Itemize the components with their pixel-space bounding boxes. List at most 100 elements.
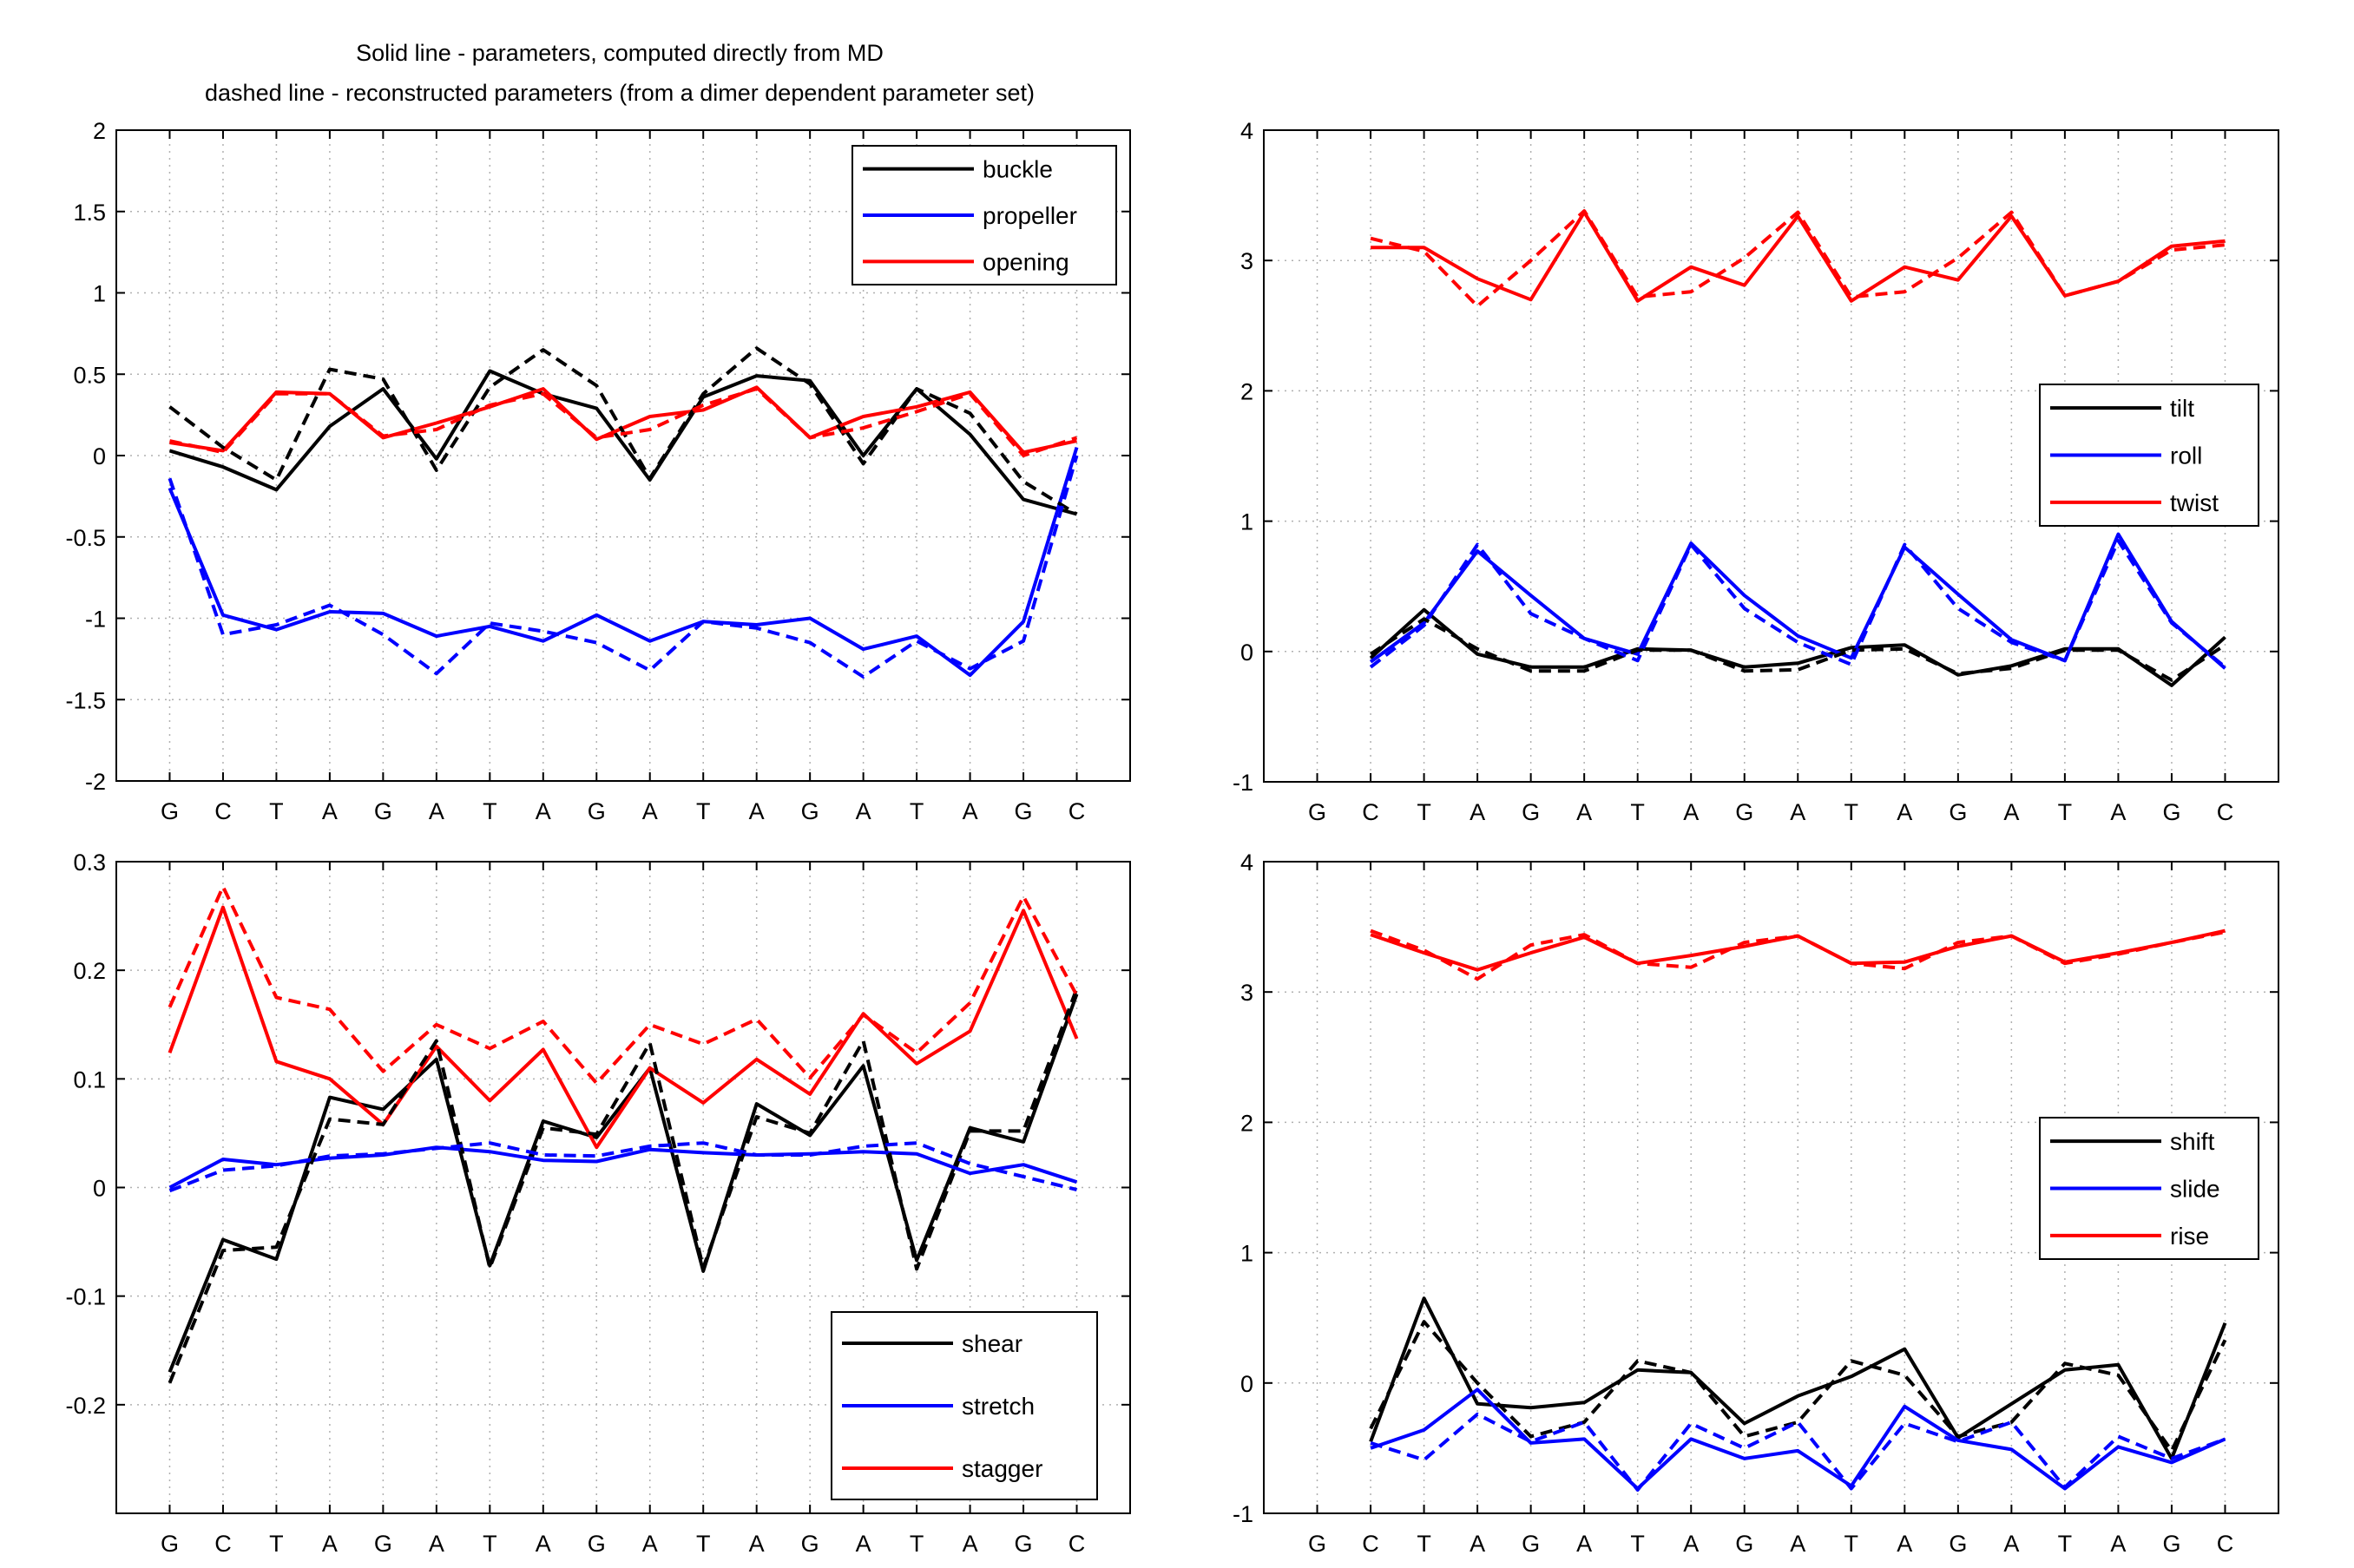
x-tick-label: G — [161, 1531, 179, 1557]
x-tick-label: C — [2217, 799, 2234, 825]
x-tick-label: C — [1069, 1531, 1086, 1557]
x-tick-label: T — [1417, 799, 1431, 825]
x-tick-label: A — [1683, 1531, 1699, 1557]
x-tick-label: A — [1576, 799, 1592, 825]
y-tick-label: 0.3 — [73, 850, 106, 876]
x-tick-label: T — [269, 1531, 284, 1557]
y-tick-label: 3 — [1240, 980, 1253, 1006]
x-tick-label: A — [749, 798, 765, 824]
x-tick-label: C — [1069, 798, 1086, 824]
legend-label-roll: roll — [2170, 443, 2202, 469]
series-line-slide — [1370, 1388, 2226, 1491]
y-tick-label: 1.5 — [73, 200, 106, 226]
series-line-reconstructed-4 — [1369, 539, 2226, 669]
x-tick-label: A — [429, 1531, 444, 1557]
y-tick-label: 0 — [93, 1176, 106, 1202]
x-tick-label: G — [1522, 799, 1540, 825]
x-tick-label: A — [429, 798, 444, 824]
x-tick-label: C — [214, 1531, 232, 1557]
y-tick-label: 0 — [1240, 640, 1253, 666]
panel-step-angles: G C T A G A T A G A T A G A T A G C -1 0 1 2 3 4 tilt roll twist — [1233, 118, 2279, 825]
legend-label-slide: slide — [2170, 1176, 2220, 1203]
y-tick-label: -1 — [1233, 1501, 1253, 1527]
x-tick-label: G — [588, 798, 606, 824]
x-tick-label: G — [588, 1531, 606, 1557]
x-tick-label: A — [1790, 799, 1805, 825]
legend-label-opening: opening — [983, 248, 1069, 275]
x-tick-label: A — [1790, 1531, 1805, 1557]
x-tick-label: G — [161, 798, 179, 824]
series-line-reconstructed-3 — [1370, 617, 2226, 682]
x-tick-label: A — [1683, 799, 1699, 825]
series-line-shear — [168, 994, 1079, 1374]
x-tick-label: C — [1362, 1531, 1379, 1557]
series-line-reconstructed-3 — [1369, 1320, 2227, 1453]
y-tick-label: -2 — [85, 769, 106, 795]
x-tick-label: A — [749, 1531, 765, 1557]
legend-label-stretch: stretch — [962, 1393, 1035, 1420]
legend-label-shear: shear — [962, 1330, 1022, 1357]
panel-base-pair-translations: G C T A G A T A G A T A G A T A G C -0.2 -0.1 0 0.1 0.2 0.3 shea… — [65, 850, 1131, 1557]
x-tick-label: A — [322, 798, 338, 824]
x-tick-label: A — [322, 1531, 338, 1557]
x-tick-label: T — [2058, 799, 2073, 825]
figure-title-line-2: dashed line - reconstructed parameters (… — [205, 80, 1035, 106]
x-tick-label: G — [1308, 1531, 1326, 1557]
x-tick-label: C — [214, 798, 232, 824]
y-tick-label: -1 — [1233, 770, 1253, 796]
x-tick-label: T — [483, 798, 497, 824]
x-tick-label: G — [374, 1531, 392, 1557]
series-line-reconstructed-4 — [168, 455, 1079, 679]
y-tick-label: 3 — [1240, 248, 1253, 274]
x-tick-label: A — [536, 1531, 551, 1557]
legend: buckle propeller opening — [852, 145, 1117, 285]
x-tick-label: A — [2003, 1531, 2019, 1557]
plot-frame — [1263, 129, 2279, 783]
legend-label-rise: rise — [2170, 1223, 2209, 1250]
x-tick-label: T — [1417, 1531, 1431, 1557]
plot-frame — [1263, 861, 2279, 1514]
x-tick-label: G — [2162, 1531, 2180, 1557]
series-line-reconstructed-4 — [168, 1141, 1077, 1193]
x-tick-label: A — [963, 1531, 978, 1557]
x-tick-label: A — [856, 1531, 871, 1557]
y-tick-label: -0.1 — [65, 1284, 106, 1310]
x-tick-label: C — [2217, 1531, 2234, 1557]
series-group — [1369, 928, 2227, 1492]
x-tick-label: G — [1735, 799, 1753, 825]
x-tick-label: T — [269, 798, 284, 824]
panel-base-pair-angles: G C T A G A T A G A T A G A T A G C -2 -1.5 -1 -0.5 0 0.5 1 1.5 2 b… — [65, 118, 1131, 824]
series-line-reconstructed-3 — [168, 987, 1079, 1384]
legend-label-stagger: stagger — [962, 1455, 1042, 1482]
legend: shift slide rise — [2039, 1117, 2259, 1260]
series-line-twist — [1371, 210, 2226, 303]
y-tick-label: 0 — [93, 443, 106, 469]
y-tick-label: -1 — [85, 607, 106, 633]
legend-label-twist: twist — [2170, 489, 2219, 516]
y-tick-label: 0.5 — [73, 362, 106, 388]
x-tick-label: T — [1844, 1531, 1859, 1557]
x-tick-label: T — [696, 798, 711, 824]
series-group — [168, 884, 1079, 1384]
y-tick-label: 1 — [93, 281, 106, 307]
y-tick-label: 0.1 — [73, 1066, 106, 1092]
x-tick-label: T — [696, 1531, 711, 1557]
x-tick-label: A — [642, 1531, 658, 1557]
y-tick-label: 1 — [1240, 509, 1253, 535]
y-tick-label: 2 — [1240, 1110, 1253, 1136]
x-tick-label: A — [1576, 1531, 1592, 1557]
x-tick-label: A — [856, 798, 871, 824]
x-tick-label: G — [801, 798, 819, 824]
series-line-buckle — [168, 369, 1078, 516]
x-tick-label: G — [1308, 799, 1326, 825]
x-tick-label: A — [963, 798, 978, 824]
x-tick-label: G — [1522, 1531, 1540, 1557]
series-group — [168, 346, 1079, 679]
y-tick-label: 2 — [93, 118, 106, 144]
x-tick-label: G — [1015, 1531, 1033, 1557]
x-tick-label: G — [1735, 1531, 1753, 1557]
panel-step-translations: G C T A G A T A G A T A G A T A G C -1 0 1 2 3 4 shift slide rise — [1233, 850, 2279, 1557]
x-tick-label: A — [1470, 1531, 1485, 1557]
x-tick-label: T — [910, 1531, 924, 1557]
